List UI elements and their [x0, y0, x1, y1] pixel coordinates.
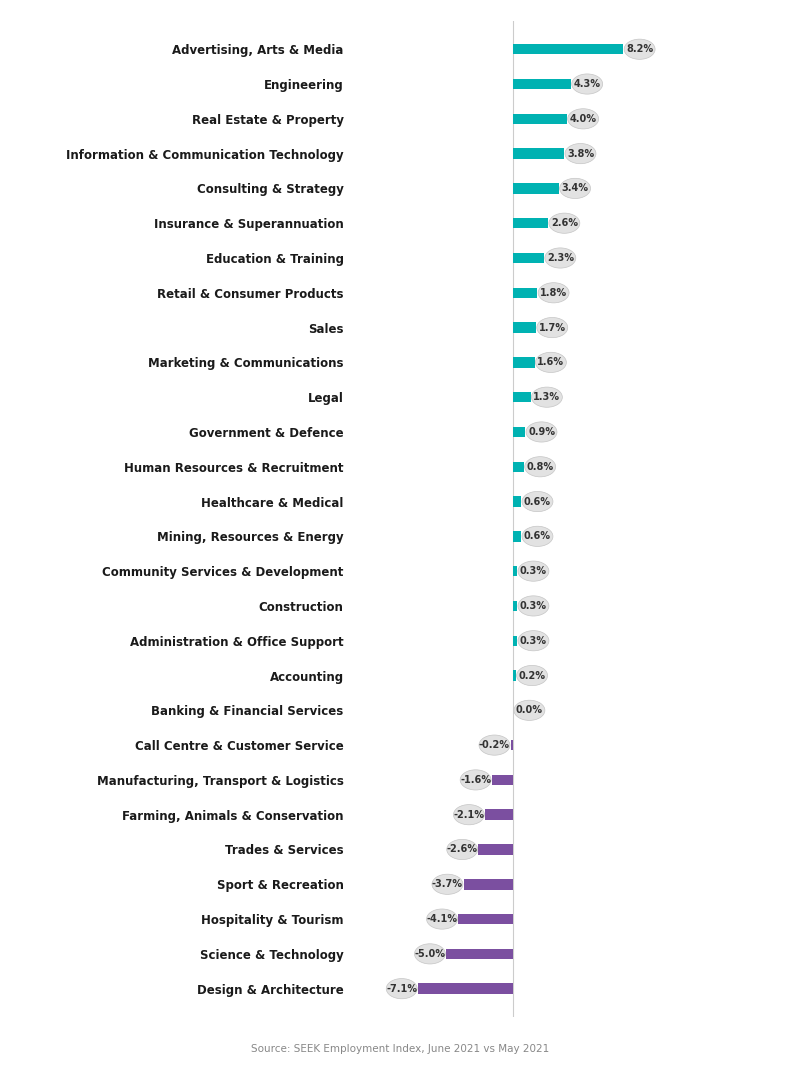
Text: -2.1%: -2.1% — [454, 810, 485, 820]
Ellipse shape — [537, 318, 568, 338]
Text: -4.1%: -4.1% — [426, 914, 458, 924]
Bar — [514, 183, 559, 194]
Bar — [514, 149, 564, 158]
Ellipse shape — [446, 839, 478, 859]
Text: 0.8%: 0.8% — [526, 462, 554, 472]
Text: 1.8%: 1.8% — [540, 288, 567, 297]
Text: 0.0%: 0.0% — [516, 705, 543, 716]
Text: -2.6%: -2.6% — [446, 844, 478, 855]
Text: 0.9%: 0.9% — [528, 427, 555, 437]
Bar — [514, 288, 538, 299]
Bar — [514, 357, 534, 368]
Bar — [458, 914, 514, 924]
Text: -5.0%: -5.0% — [414, 949, 446, 959]
Ellipse shape — [560, 179, 590, 199]
Text: 0.3%: 0.3% — [520, 636, 547, 645]
Ellipse shape — [549, 213, 580, 233]
Ellipse shape — [517, 666, 547, 686]
Bar — [514, 44, 623, 55]
Ellipse shape — [414, 944, 446, 964]
Text: -3.7%: -3.7% — [432, 880, 463, 889]
Ellipse shape — [525, 457, 556, 477]
Ellipse shape — [624, 40, 655, 59]
Bar — [478, 844, 514, 855]
Text: Source: SEEK Employment Index, June 2021 vs May 2021: Source: SEEK Employment Index, June 2021… — [251, 1044, 549, 1054]
Ellipse shape — [545, 248, 576, 269]
Ellipse shape — [535, 352, 566, 372]
Ellipse shape — [454, 805, 484, 825]
Text: 3.8%: 3.8% — [567, 149, 594, 158]
Bar — [485, 810, 514, 820]
Text: 0.6%: 0.6% — [524, 532, 551, 541]
Text: 1.3%: 1.3% — [534, 393, 560, 402]
Bar — [514, 392, 530, 402]
Bar — [418, 983, 514, 994]
Ellipse shape — [386, 979, 417, 998]
Ellipse shape — [522, 526, 553, 547]
Bar — [514, 670, 516, 681]
Ellipse shape — [572, 74, 602, 94]
Bar — [514, 322, 536, 333]
Text: 0.3%: 0.3% — [520, 566, 547, 576]
Bar — [510, 739, 514, 750]
Ellipse shape — [479, 735, 510, 755]
Bar — [492, 775, 514, 785]
Text: 0.3%: 0.3% — [520, 601, 547, 611]
Text: 1.6%: 1.6% — [538, 357, 565, 367]
Text: -1.6%: -1.6% — [460, 775, 491, 785]
Text: 8.2%: 8.2% — [626, 44, 653, 55]
Bar — [514, 496, 522, 507]
Text: 0.2%: 0.2% — [518, 671, 546, 681]
Ellipse shape — [568, 109, 598, 128]
Ellipse shape — [432, 874, 463, 895]
Bar — [514, 461, 524, 472]
Ellipse shape — [526, 422, 557, 442]
Bar — [446, 949, 514, 959]
Bar — [514, 600, 518, 611]
Bar — [463, 880, 514, 889]
Bar — [514, 566, 518, 577]
Bar — [514, 531, 522, 541]
Text: 1.7%: 1.7% — [538, 322, 566, 333]
Bar — [514, 79, 571, 89]
Text: 2.6%: 2.6% — [551, 218, 578, 228]
Ellipse shape — [518, 596, 549, 616]
Ellipse shape — [426, 910, 458, 929]
Ellipse shape — [518, 630, 549, 651]
Bar — [514, 218, 548, 228]
Text: 4.3%: 4.3% — [574, 79, 601, 89]
Ellipse shape — [518, 561, 549, 581]
Text: 3.4%: 3.4% — [562, 183, 589, 194]
Bar — [514, 113, 567, 124]
Bar — [514, 636, 518, 646]
Ellipse shape — [514, 700, 545, 720]
Text: 0.6%: 0.6% — [524, 496, 551, 506]
Ellipse shape — [538, 282, 569, 303]
Text: 2.3%: 2.3% — [547, 253, 574, 263]
Text: -0.2%: -0.2% — [479, 740, 510, 750]
Ellipse shape — [531, 387, 562, 408]
Text: 4.0%: 4.0% — [570, 113, 597, 124]
Ellipse shape — [460, 769, 491, 790]
Bar — [514, 253, 544, 263]
Ellipse shape — [522, 491, 553, 511]
Text: -7.1%: -7.1% — [386, 983, 418, 994]
Bar — [514, 427, 526, 438]
Ellipse shape — [565, 143, 596, 164]
